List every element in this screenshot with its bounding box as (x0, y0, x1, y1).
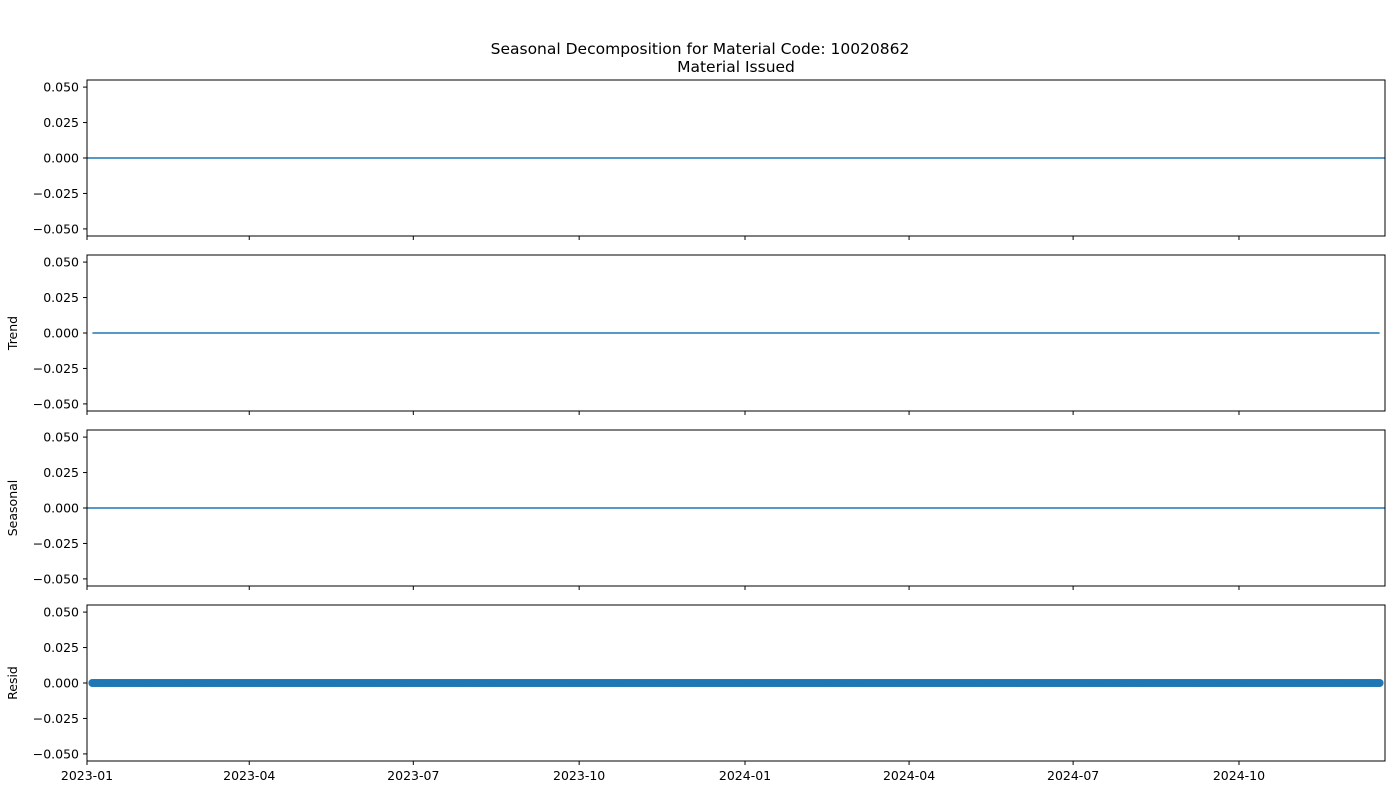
panel-seasonal: Seasonal 0.050 0.025 0.000 −0.025 −0.050 (5, 429, 1386, 590)
y-tick-label: −0.050 (33, 396, 79, 411)
x-tick-label: 2023-10 (553, 768, 605, 783)
y-axis-label-resid: Resid (5, 666, 20, 700)
panel-frame (86, 604, 1386, 762)
y-tick-label: −0.025 (33, 361, 79, 376)
y-tick-label: −0.050 (33, 221, 79, 236)
y-tick-label: −0.025 (33, 711, 79, 726)
panel-title-observed: Material Issued (677, 58, 795, 76)
panel-frame (86, 254, 1386, 412)
panel-frame (86, 79, 1386, 237)
x-tick-label: 2024-04 (883, 768, 935, 783)
x-tick-label: 2023-07 (387, 768, 439, 783)
y-tick-label: 0.000 (43, 501, 79, 516)
x-tick-label: 2024-10 (1213, 768, 1265, 783)
y-tick-label: 0.050 (43, 430, 79, 445)
x-tick-label: 2024-07 (1047, 768, 1099, 783)
y-tick-label: −0.025 (33, 536, 79, 551)
x-tick-label: 2023-01 (61, 768, 113, 783)
x-tick-label: 2024-01 (719, 768, 771, 783)
y-axis-label-trend: Trend (5, 316, 20, 351)
resid-point (1375, 679, 1384, 687)
resid-markers (88, 679, 1384, 687)
y-tick-label: 0.025 (43, 465, 79, 480)
y-tick-label: 0.000 (43, 326, 79, 341)
y-axis-label-seasonal: Seasonal (5, 480, 20, 537)
y-tick-label: 0.050 (43, 605, 79, 620)
panel-resid: Resid 0.050 0.025 0.000 −0.025 −0.050 2023-01 2… (5, 604, 1386, 783)
y-tick-label: 0.050 (43, 255, 79, 270)
y-tick-label: 0.000 (43, 151, 79, 166)
figure-title: Seasonal Decomposition for Material Code… (491, 40, 910, 58)
y-tick-label: 0.050 (43, 80, 79, 95)
y-tick-label: 0.025 (43, 640, 79, 655)
x-tick-label: 2023-04 (223, 768, 275, 783)
y-tick-label: −0.050 (33, 746, 79, 761)
panel-trend: Trend 0.050 0.025 0.000 −0.025 −0.050 (5, 254, 1386, 415)
y-tick-label: 0.025 (43, 115, 79, 130)
panel-observed: Material Issued 0.050 0.025 0.000 −0.025 −0.0… (33, 58, 1386, 240)
y-tick-label: −0.050 (33, 571, 79, 586)
panel-frame (86, 429, 1386, 587)
y-tick-label: −0.025 (33, 186, 79, 201)
y-tick-label: 0.000 (43, 676, 79, 691)
y-tick-label: 0.025 (43, 290, 79, 305)
